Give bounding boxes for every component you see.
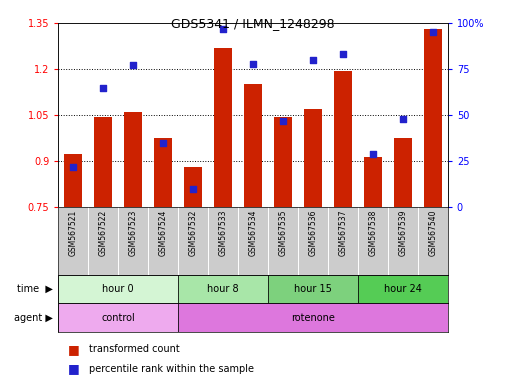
Text: hour 8: hour 8: [207, 284, 238, 294]
Bar: [423, 29, 441, 207]
Point: [129, 62, 137, 68]
Text: GSM567523: GSM567523: [128, 209, 137, 256]
Point: [278, 118, 286, 124]
Point: [99, 84, 107, 91]
Bar: [58, 303, 178, 332]
Point: [248, 61, 257, 67]
Text: transformed count: transformed count: [88, 344, 179, 354]
Bar: [154, 138, 172, 207]
Text: control: control: [101, 313, 135, 323]
Bar: [214, 48, 232, 207]
Point: [69, 164, 77, 170]
Text: hour 24: hour 24: [383, 284, 421, 294]
Text: GSM567538: GSM567538: [368, 209, 377, 256]
Bar: [268, 275, 357, 303]
Bar: [393, 138, 411, 207]
Bar: [357, 275, 447, 303]
Text: percentile rank within the sample: percentile rank within the sample: [88, 364, 253, 374]
Text: GSM567524: GSM567524: [158, 209, 167, 256]
Bar: [94, 117, 112, 207]
Text: hour 15: hour 15: [293, 284, 331, 294]
Bar: [184, 167, 201, 207]
Point: [338, 51, 346, 58]
Text: GSM567522: GSM567522: [98, 209, 108, 256]
Bar: [178, 275, 268, 303]
Text: rotenone: rotenone: [290, 313, 334, 323]
Point: [368, 151, 376, 157]
Text: hour 0: hour 0: [102, 284, 134, 294]
Text: GSM567537: GSM567537: [338, 209, 347, 256]
Bar: [363, 157, 381, 207]
Text: GSM567535: GSM567535: [278, 209, 287, 256]
Bar: [304, 109, 321, 207]
Text: agent ▶: agent ▶: [14, 313, 53, 323]
Bar: [273, 117, 291, 207]
Bar: [58, 275, 178, 303]
Text: ■: ■: [68, 362, 80, 375]
Text: ■: ■: [68, 343, 80, 356]
Text: GSM567539: GSM567539: [397, 209, 407, 256]
Point: [219, 25, 227, 31]
Text: GSM567534: GSM567534: [248, 209, 257, 256]
Point: [189, 186, 197, 192]
Bar: [243, 84, 262, 207]
Bar: [124, 112, 142, 207]
Text: GSM567521: GSM567521: [69, 209, 78, 256]
Point: [428, 29, 436, 35]
Bar: [333, 71, 351, 207]
Bar: [64, 154, 82, 207]
Text: GSM567532: GSM567532: [188, 209, 197, 256]
Text: GSM567540: GSM567540: [427, 209, 436, 256]
Point: [398, 116, 406, 122]
Point: [159, 140, 167, 146]
Bar: [178, 303, 447, 332]
Text: GSM567533: GSM567533: [218, 209, 227, 256]
Text: GDS5341 / ILMN_1248298: GDS5341 / ILMN_1248298: [171, 17, 334, 30]
Text: time  ▶: time ▶: [17, 284, 53, 294]
Text: GSM567536: GSM567536: [308, 209, 317, 256]
Point: [308, 57, 316, 63]
